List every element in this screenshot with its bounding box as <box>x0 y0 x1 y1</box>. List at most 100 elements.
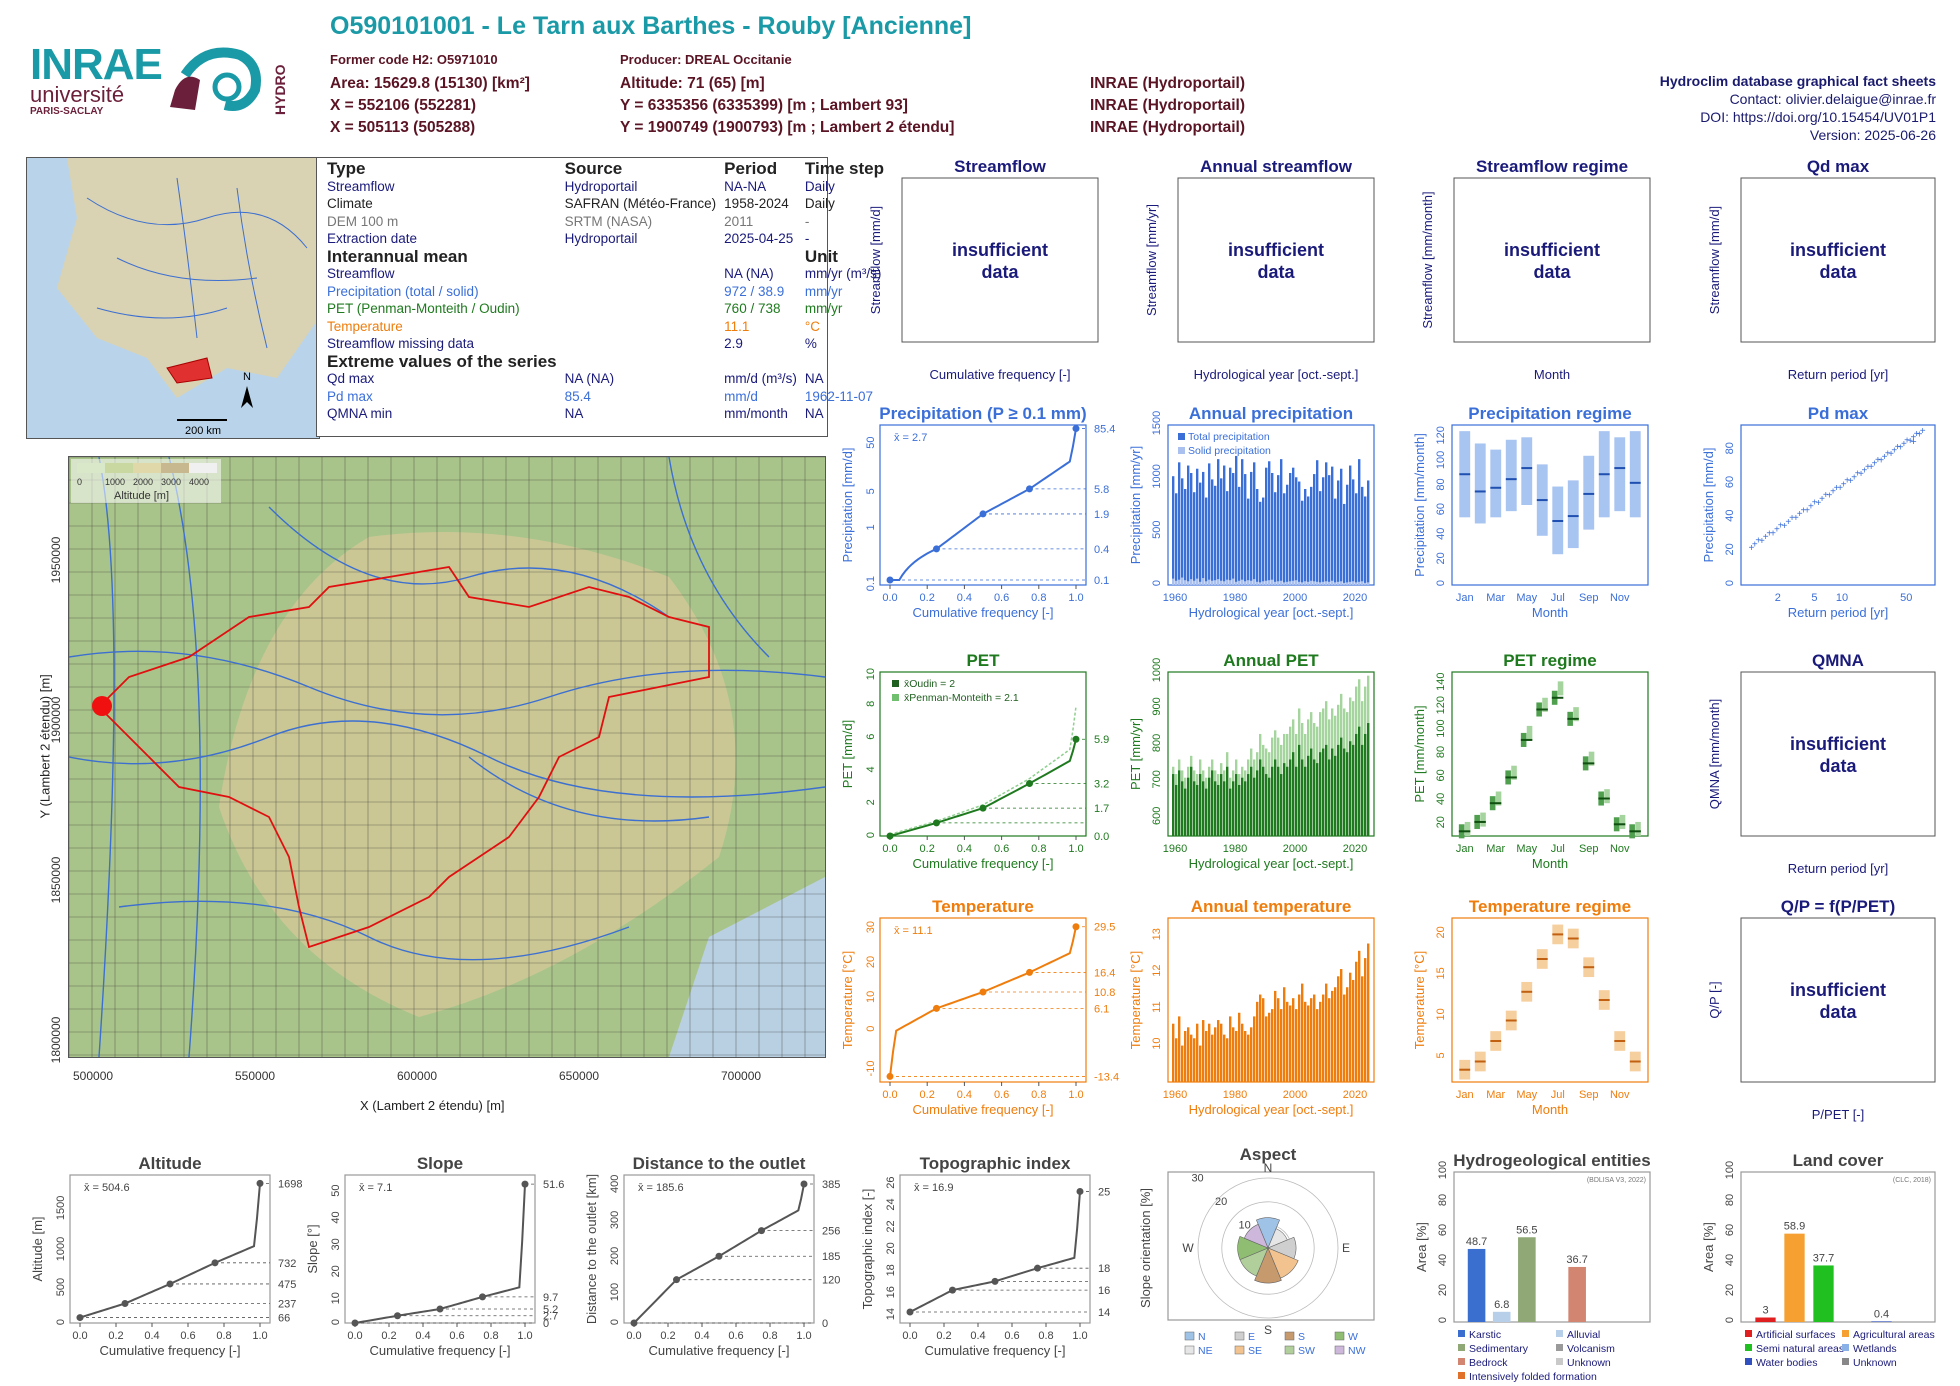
chart-distance-xtick: 0.0 <box>626 1330 641 1342</box>
chart-annual_temp-bar <box>1346 987 1349 1082</box>
chart-annual_precip-bar-solid <box>1178 579 1181 585</box>
chart-annual_precip-bar <box>1328 475 1331 585</box>
chart-annual_pet-bar <box>1184 788 1187 836</box>
chart-aspect-legend-swatch <box>1234 1331 1245 1341</box>
chart-precip-regime-box <box>1474 443 1486 524</box>
chart-pd-max-point: + <box>1770 528 1776 539</box>
info-cell: mm/yr (m³/s) <box>804 266 882 281</box>
chart-annual_pet-bar <box>1202 781 1205 836</box>
chart-annual_temp-bar <box>1250 1027 1253 1082</box>
chart-annual_temp-bar <box>1193 1038 1196 1082</box>
chart-annual_precip-bar <box>1352 479 1355 585</box>
river <box>98 457 115 1057</box>
chart-pet-point <box>1026 780 1033 788</box>
inrae-logo: INRAE <box>30 40 163 89</box>
chart-annual_temp-bar <box>1277 998 1280 1082</box>
chart-annual_precip-bar-solid <box>1226 579 1229 585</box>
streamflow-panel-2-title: Streamflow regime <box>1476 157 1628 176</box>
chart-annual_temp-bar <box>1268 1012 1271 1082</box>
chart-precip-xtick: 1.0 <box>1068 592 1083 604</box>
doi[interactable]: DOI: https://doi.org/10.15454/UV01P1 <box>1700 109 1936 125</box>
source-1: INRAE (Hydroportail) <box>1090 75 1245 92</box>
chart-landcover-legend-swatch <box>1745 1358 1752 1365</box>
chart-annual_temp-bar <box>1223 1034 1226 1082</box>
chart-aspect-legend: SW <box>1298 1345 1315 1357</box>
chart-temp-point <box>1026 968 1033 976</box>
chart-annual_precip-bar-solid <box>1337 581 1340 585</box>
chart-temp-xlabel: Cumulative frequency [-] <box>913 1102 1054 1117</box>
chart-landcover-legend-swatch <box>1745 1344 1752 1351</box>
chart-precip-regime-box <box>1567 480 1579 549</box>
chart-annual_temp-bar <box>1274 990 1277 1082</box>
chart-annual_precip-bar-solid <box>1259 582 1262 585</box>
chart-annual_pet-bar <box>1313 759 1316 836</box>
chart-topo-rightlabel: 18 <box>1098 1263 1110 1275</box>
info-cell: Precipitation (total / solid) <box>327 283 479 299</box>
chart-annual_precip-bar <box>1349 465 1352 585</box>
chart-annual_precip-bar <box>1346 484 1349 585</box>
info-table: Type Source Period Time step Streamflow Hydro… <box>323 160 888 423</box>
chart-annual_pet-title: Annual PET <box>1223 651 1319 670</box>
chart-annual_temp-bar <box>1244 1030 1247 1082</box>
chart-annual_pet-ytick: 700 <box>1151 770 1163 788</box>
streamflow-panel-2-msg: insufficient <box>1504 240 1600 260</box>
chart-aspect-legend-swatch <box>1184 1331 1195 1341</box>
chart-annual_precip-bar <box>1301 500 1304 585</box>
info-cell: - <box>804 213 810 229</box>
chart-slope-point <box>521 1180 529 1188</box>
area: Area: 15629.8 (15130) [km²] <box>330 75 530 92</box>
chart-annual_precip-legend-swatch <box>1178 447 1185 454</box>
info-cell: Qd max <box>327 371 375 386</box>
chart-landcover-legend: Artificial surfaces <box>1756 1329 1835 1341</box>
chart-distance-ytick: 0 <box>609 1319 621 1325</box>
chart-annual_precip-bar-solid <box>1262 581 1265 585</box>
chart-altitude-ytick: 500 <box>55 1278 67 1296</box>
chart-annual_precip-bar-solid <box>1220 580 1223 585</box>
chart-annual_precip-bar-solid <box>1253 579 1256 585</box>
map-ytick: 1950000 <box>49 536 63 583</box>
chart-temp-regime-xtick: Mar <box>1486 1089 1505 1101</box>
chart-precip-regime-ytick: 20 <box>1435 552 1447 564</box>
streamflow-panel-3-xlabel: Return period [yr] <box>1788 367 1888 382</box>
chart-distance-ytick: 400 <box>609 1175 621 1193</box>
chart-altitude-rightlabel: 1698 <box>278 1178 302 1190</box>
chart-annual_precip-bar <box>1271 473 1274 585</box>
chart-annual_precip-bar <box>1223 465 1226 585</box>
legend-tick: 0 <box>77 477 82 487</box>
chart-annual_precip-bar <box>1232 473 1235 585</box>
chart-distance-xtick: 0.2 <box>660 1330 675 1342</box>
chart-annual_precip-bar <box>1217 459 1220 585</box>
chart-annual_precip-xlabel: Hydrological year [oct.-sept.] <box>1189 605 1354 620</box>
chart-annual_precip-bar-solid <box>1211 580 1214 585</box>
chart-precip-regime-box <box>1629 431 1641 518</box>
chart-landcover-ytick: 100 <box>1724 1161 1736 1179</box>
chart-annual_temp-bar <box>1310 998 1313 1082</box>
chart-altitude-mean: x̄ = 504.6 <box>84 1182 130 1194</box>
chart-aspect-slice <box>1254 1247 1282 1284</box>
chart-annual_pet-bar <box>1271 766 1274 836</box>
chart-annual_pet-bar <box>1199 774 1202 836</box>
chart-pd-max-point: + <box>1815 498 1821 509</box>
chart-hydrogeo-title: Hydrogeological entities <box>1453 1151 1650 1170</box>
chart-annual_pet-ylabel: PET [mm/yr] <box>1128 718 1143 790</box>
chart-annual_temp-bar <box>1298 994 1301 1082</box>
chart-precip-regime-xtick: Jul <box>1551 592 1565 604</box>
chart-precip-regime-box <box>1614 437 1626 512</box>
chart-pet-regime-box-pm <box>1619 814 1626 829</box>
streamflow-panel-3-frame <box>1740 177 1936 343</box>
chart-hydrogeo-legend: Bedrock <box>1469 1357 1508 1369</box>
qp-panel-xlabel: P/PET [-] <box>1812 1107 1865 1122</box>
chart-topo-frame <box>899 1174 1091 1324</box>
chart-annual_temp-bar <box>1217 1020 1220 1082</box>
chart-temp-point <box>886 1072 894 1080</box>
chart-aspect-legend: S <box>1298 1331 1305 1343</box>
chart-pd-max-ytick: 80 <box>1724 442 1736 454</box>
contact[interactable]: Contact: olivier.delaigue@inrae.fr <box>1729 91 1936 107</box>
chart-annual_precip-bar-solid <box>1310 580 1313 585</box>
chart-annual_pet-bar <box>1364 733 1367 836</box>
chart-annual_pet-bar <box>1280 774 1283 836</box>
chart-annual_pet-bar <box>1229 788 1232 836</box>
chart-annual_precip-bar <box>1208 463 1211 585</box>
catchment-outline <box>97 566 710 949</box>
chart-annual_precip-ytick: 500 <box>1151 520 1163 538</box>
